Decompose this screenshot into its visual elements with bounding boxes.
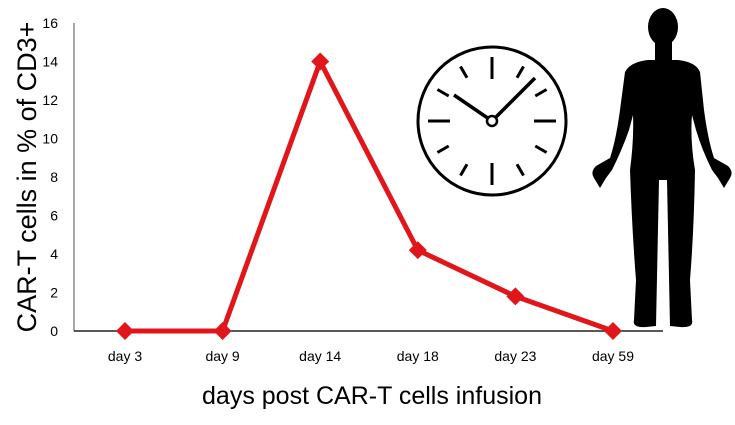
- clock-icon: [416, 45, 568, 197]
- y-tick-label: 8: [50, 169, 58, 185]
- human-silhouette-icon: [592, 8, 732, 328]
- y-tick-label: 0: [50, 323, 58, 339]
- x-axis-label: days post CAR-T cells infusion: [202, 382, 542, 410]
- data-point-marker: [311, 52, 330, 71]
- y-tick-label: 6: [50, 208, 58, 224]
- y-tick-label: 12: [42, 92, 58, 108]
- x-tick-label: day 9: [205, 348, 239, 364]
- series-line: [125, 55, 614, 334]
- data-point-marker: [604, 322, 622, 340]
- y-tick-label: 16: [42, 15, 58, 31]
- data-point-marker: [116, 322, 134, 340]
- data-point-marker: [408, 241, 427, 260]
- x-tick-label: day 3: [108, 348, 142, 364]
- x-tick-label: day 23: [494, 348, 536, 364]
- y-tick-label: 2: [50, 285, 58, 301]
- y-tick-label: 10: [42, 131, 58, 147]
- y-axis-label: CAR-T cells in % of CD3+: [12, 22, 42, 333]
- y-tick-label: 4: [50, 246, 58, 262]
- data-point-marker: [213, 322, 232, 340]
- y-tick-label: 14: [42, 54, 58, 70]
- x-tick-label: day 18: [397, 348, 439, 364]
- x-tick-label: day 14: [299, 348, 341, 364]
- x-tick-label: day 59: [592, 348, 634, 364]
- data-point-marker: [506, 287, 525, 306]
